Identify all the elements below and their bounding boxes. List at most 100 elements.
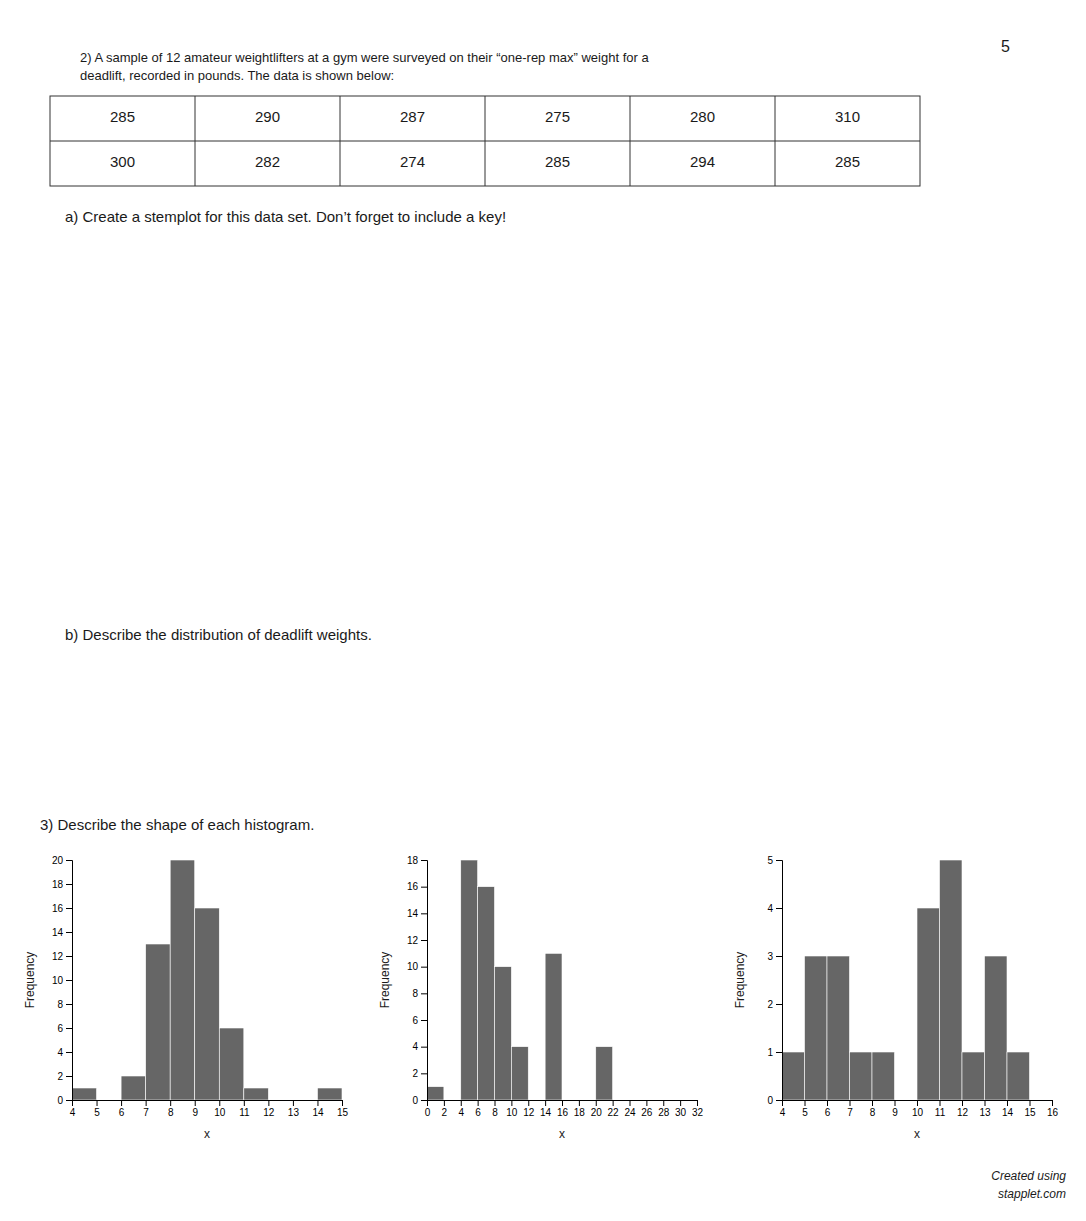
tick: 16 (1047, 1100, 1059, 1118)
tick: 26 (641, 1100, 653, 1118)
credit: stapplet.com (998, 1187, 1066, 1201)
tick-mark (244, 1100, 245, 1106)
tick-mark (613, 1100, 614, 1106)
tick: 15 (1024, 1100, 1036, 1118)
y-axis: 02468101214161820 (52, 855, 73, 1106)
tick-label: 4 (412, 1041, 418, 1052)
bar (827, 956, 850, 1100)
tick-label: 16 (407, 881, 419, 892)
tick-label: 0 (412, 1095, 418, 1106)
tick-mark (421, 1020, 427, 1021)
tick-label: 5 (802, 1107, 808, 1118)
tick-label: 14 (52, 927, 64, 938)
question: a) Create a stemplot for this data set. … (65, 208, 506, 225)
tick-mark (545, 1100, 546, 1106)
tick: 2 (767, 999, 782, 1010)
bar (895, 1100, 918, 1101)
tick-mark (872, 1100, 873, 1106)
bars (782, 860, 1030, 1100)
tick-mark (697, 1100, 698, 1106)
tick-mark (66, 1004, 72, 1005)
bar (579, 1100, 596, 1101)
bar (195, 908, 220, 1100)
tick-mark (421, 1047, 427, 1048)
bar (511, 1047, 528, 1100)
table-cell: 275 (545, 108, 570, 125)
tick-mark (805, 1100, 806, 1106)
table-line (195, 96, 196, 186)
tick-mark (596, 1100, 597, 1106)
tick-mark (827, 1100, 828, 1106)
tick: 18 (52, 879, 72, 890)
table-line (485, 96, 486, 186)
tick: 15 (337, 1100, 349, 1118)
tick: 4 (57, 1047, 72, 1058)
bar (268, 1100, 293, 1101)
tick-label: 26 (641, 1107, 653, 1118)
tick-label: 20 (52, 855, 64, 866)
tick-label: 8 (168, 1107, 174, 1118)
axis-line (421, 861, 428, 1101)
tick: 9 (192, 1100, 198, 1118)
tick-mark (66, 1052, 72, 1053)
tick: 12 (957, 1100, 969, 1118)
tick-label: 14 (1002, 1107, 1014, 1118)
tick: 5 (94, 1100, 100, 1118)
tick-mark (776, 1004, 782, 1005)
tick-label: 11 (935, 1107, 946, 1118)
tick-mark (219, 1100, 220, 1106)
tick-label: 7 (847, 1107, 853, 1118)
tick: 18 (407, 855, 427, 866)
tick-label: 30 (675, 1107, 687, 1118)
tick-mark (495, 1100, 496, 1106)
tick: 8 (57, 999, 72, 1010)
x-axis: 456789101112131415 (70, 1100, 349, 1118)
tick-label: 12 (263, 1107, 275, 1118)
bar (1007, 1052, 1030, 1100)
tick-label: 4 (458, 1107, 464, 1118)
tick: 1 (767, 1047, 782, 1058)
axis-line (783, 1101, 1053, 1107)
tick: 22 (608, 1100, 620, 1118)
tick: 4 (458, 1100, 464, 1118)
tick-label: 10 (407, 961, 419, 972)
tick-label: 22 (608, 1107, 620, 1118)
x-axis-title: x (914, 1127, 920, 1141)
tick-label: 8 (870, 1107, 876, 1118)
tick-mark (895, 1100, 896, 1106)
tick: 28 (658, 1100, 670, 1118)
table-cell: 285 (110, 108, 135, 125)
tick-mark (461, 1100, 462, 1106)
tick-mark (776, 956, 782, 957)
tick-label: 28 (658, 1107, 670, 1118)
tick-label: 12 (523, 1107, 535, 1118)
table-cell: 310 (835, 108, 860, 125)
tick-mark (421, 913, 427, 914)
y-axis: 012345 (767, 855, 782, 1106)
tick-label: 12 (957, 1107, 969, 1118)
table-cell: 300 (110, 153, 135, 170)
tick: 20 (52, 855, 72, 866)
tick-label: 4 (57, 1047, 63, 1058)
question: b) Describe the distribution of deadlift… (65, 626, 372, 643)
tick-mark (1052, 1100, 1053, 1106)
tick: 0 (425, 1100, 431, 1118)
table-cell: 290 (255, 108, 280, 125)
tick-label: 12 (407, 935, 419, 946)
tick-mark (66, 1100, 72, 1101)
tick: 6 (475, 1100, 481, 1118)
tick-label: 18 (52, 879, 64, 890)
table-cell: 274 (400, 153, 425, 170)
x-axis: 45678910111213141516 (780, 1100, 1059, 1118)
tick-mark (444, 1100, 445, 1106)
page: 52) A sample of 12 amateur weightlifters… (0, 0, 1086, 1221)
tick-label: 14 (407, 908, 419, 919)
tick-mark (268, 1100, 269, 1106)
x-axis: 02468101214161820222426283032 (425, 1100, 704, 1118)
bar (478, 887, 495, 1100)
tick-label: 6 (825, 1107, 831, 1118)
tick-label: 6 (57, 1023, 63, 1034)
tick: 2 (442, 1100, 448, 1118)
tick-mark (646, 1100, 647, 1106)
tick: 2 (57, 1071, 72, 1082)
